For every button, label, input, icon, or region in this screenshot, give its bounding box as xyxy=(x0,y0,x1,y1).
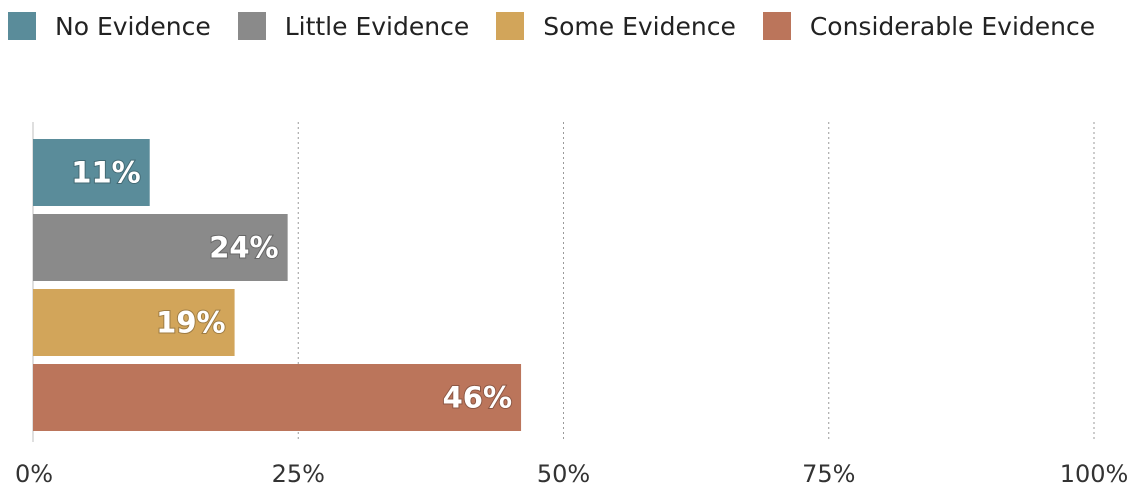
legend-swatch xyxy=(762,12,791,40)
legend-swatch xyxy=(496,12,525,40)
bar-data-label: 19% xyxy=(156,306,225,340)
bar-data-label: 24% xyxy=(209,231,278,265)
x-tick-label: 50% xyxy=(537,460,590,486)
legend-label: Considerable Evidence xyxy=(809,11,1096,41)
legend-item: No Evidence xyxy=(8,12,211,41)
bar-data-label: 11% xyxy=(71,156,140,190)
legend-item: Considerable Evidence xyxy=(762,11,1096,41)
bar-data-label: 46% xyxy=(443,381,512,415)
x-tick-label: 0% xyxy=(15,460,53,486)
x-tick-label: 25% xyxy=(272,460,325,486)
chart-legend: No Evidence Little Evidence Some Evidence C… xyxy=(8,8,1122,44)
legend-swatch xyxy=(237,12,266,40)
legend-item: Some Evidence xyxy=(496,12,736,41)
bar xyxy=(33,139,150,206)
x-tick-label: 100% xyxy=(1060,460,1129,486)
legend-label: Little Evidence xyxy=(284,11,470,41)
legend-item: Little Evidence xyxy=(237,11,470,41)
legend-label: No Evidence xyxy=(55,11,211,41)
x-tick-label: 75% xyxy=(802,460,855,486)
legend-label: Some Evidence xyxy=(543,11,736,41)
bar xyxy=(33,289,235,356)
bar xyxy=(33,364,522,431)
legend-swatch xyxy=(8,12,36,40)
bar xyxy=(33,214,288,281)
